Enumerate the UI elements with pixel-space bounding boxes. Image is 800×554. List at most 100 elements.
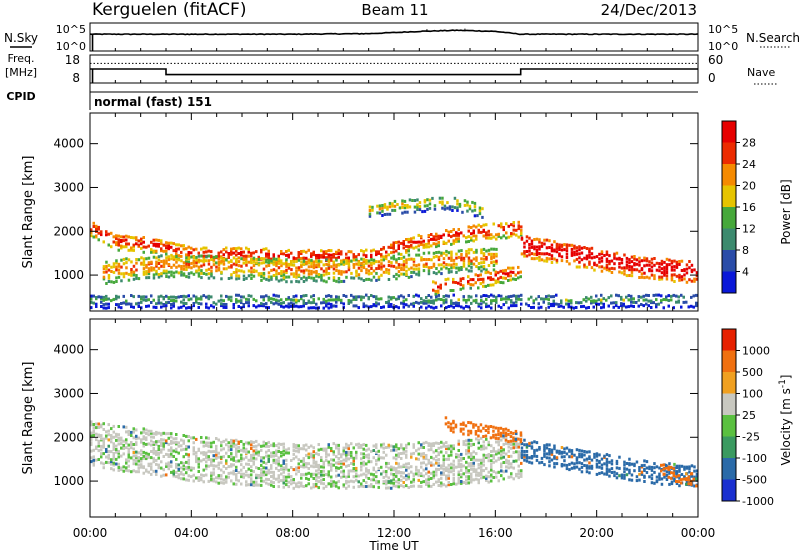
heatmap-cell (505, 222, 508, 226)
heatmap-cell (115, 448, 118, 451)
heatmap-cell (322, 301, 325, 305)
heatmap-cell (252, 462, 255, 466)
heatmap-cell (382, 480, 385, 484)
heatmap-cell (292, 478, 295, 481)
heatmap-cell (650, 473, 654, 477)
heatmap-cell (456, 206, 459, 210)
heatmap-cell (222, 470, 225, 474)
heatmap-cell (177, 444, 180, 448)
heatmap-cell (220, 461, 223, 465)
heatmap-cell (595, 472, 599, 476)
heatmap-cell (337, 486, 340, 490)
heatmap-cell (420, 461, 423, 465)
heatmap-cell (192, 473, 195, 477)
heatmap-cell (167, 241, 170, 245)
heatmap-cell (197, 462, 200, 466)
heatmap-cell (410, 270, 413, 274)
heatmap-cell (347, 261, 350, 265)
heatmap-cell (122, 245, 125, 249)
heatmap-cell (532, 299, 535, 303)
heatmap-cell (406, 205, 409, 209)
heatmap-cell (285, 465, 288, 469)
velocity-colorbar-segment (722, 436, 736, 458)
heatmap-cell (535, 251, 539, 254)
heatmap-cell (490, 462, 493, 466)
heatmap-cell (162, 243, 165, 247)
heatmap-cell (125, 234, 128, 238)
heatmap-cell (494, 273, 497, 277)
heatmap-cell (520, 225, 523, 229)
heatmap-cell (315, 274, 318, 278)
heatmap-cell (260, 304, 263, 308)
heatmap-cell (371, 205, 374, 209)
heatmap-cell (535, 297, 538, 301)
heatmap-cell (305, 476, 308, 480)
heatmap-cell (620, 476, 624, 480)
heatmap-cell (340, 298, 343, 302)
heatmap-cell (585, 265, 589, 269)
heatmap-cell (422, 299, 425, 303)
heatmap-cell (512, 436, 515, 440)
velocity-colorbar-tick-label: -100 (742, 452, 767, 465)
heatmap-cell (275, 466, 278, 470)
heatmap-cell (250, 254, 253, 258)
heatmap-cell (265, 477, 268, 481)
heatmap-cell (400, 252, 403, 256)
heatmap-cell (265, 258, 268, 262)
velocity-colorbar-segment (722, 393, 736, 415)
heatmap-cell (102, 437, 105, 441)
heatmap-cell (497, 451, 500, 455)
heatmap-cell (425, 301, 428, 305)
heatmap-cell (377, 302, 380, 306)
heatmap-cell (337, 449, 340, 453)
heatmap-cell (157, 451, 160, 455)
heatmap-cell (675, 260, 679, 264)
heatmap-cell (302, 473, 305, 477)
heatmap-cell (655, 475, 659, 479)
heatmap-cell (410, 240, 413, 244)
heatmap-cell (315, 478, 318, 482)
heatmap-cell (479, 277, 482, 281)
heatmap-cell (442, 295, 445, 298)
heatmap-cell (187, 467, 190, 471)
heatmap-cell (305, 465, 308, 469)
heatmap-cell (407, 462, 410, 466)
heatmap-cell (192, 479, 195, 483)
heatmap-cell (482, 463, 485, 467)
heatmap-cell (658, 262, 661, 266)
heatmap-cell (220, 448, 223, 452)
heatmap-cell (550, 249, 554, 253)
heatmap-cell (585, 470, 589, 474)
heatmap-cell (450, 250, 453, 254)
heatmap-cell (130, 470, 133, 474)
heatmap-cell (170, 265, 173, 269)
heatmap-cell (352, 456, 355, 460)
heatmap-cell (640, 303, 643, 306)
heatmap-cell (285, 264, 288, 268)
heatmap-cell (387, 480, 390, 484)
heatmap-cell (127, 443, 130, 447)
heatmap-cell (435, 254, 438, 258)
heatmap-cell (510, 454, 513, 458)
heatmap-cell (195, 457, 198, 461)
heatmap-cell (277, 257, 281, 261)
heatmap-cell (435, 295, 438, 299)
heatmap-cell (192, 302, 195, 305)
heatmap-cell (292, 295, 295, 299)
heatmap-cell (452, 228, 455, 232)
heatmap-cell (135, 434, 138, 438)
heatmap-cell (202, 440, 205, 444)
heatmap-cell (392, 475, 395, 479)
heatmap-cell (252, 304, 255, 308)
heatmap-cell (337, 473, 340, 477)
heatmap-cell (117, 436, 120, 440)
heatmap-cell (440, 484, 443, 488)
heatmap-cell (390, 304, 393, 308)
heatmap-cell (643, 463, 646, 467)
heatmap-cell (155, 249, 158, 253)
heatmap-cell (695, 469, 699, 473)
heatmap-cell (622, 298, 625, 302)
heatmap-cell (407, 486, 410, 489)
heatmap-cell (172, 275, 176, 279)
heatmap-cell (560, 301, 563, 305)
